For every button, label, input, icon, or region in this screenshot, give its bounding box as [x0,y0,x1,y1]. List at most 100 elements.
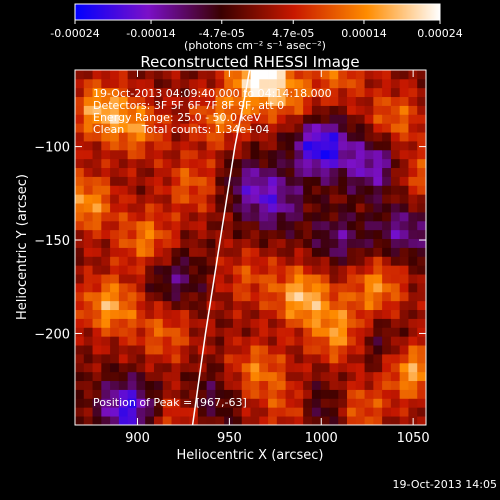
heatmap-cell [75,70,85,80]
heatmap-cell [145,149,155,160]
heatmap-cell [136,389,146,399]
heatmap-cell [347,345,357,355]
heatmap-cell [250,114,260,124]
heatmap-cell [206,220,216,231]
heatmap-cell [408,380,418,390]
heatmap-cell [92,123,102,133]
heatmap-cell [189,309,199,319]
heatmap-cell [162,291,172,302]
heatmap-cell [373,141,383,151]
heatmap-cell [382,283,392,293]
heatmap-cell [101,132,111,142]
heatmap-cell [399,407,409,417]
heatmap-cell [390,185,401,195]
heatmap-cell [136,105,146,115]
heatmap-cell [189,141,199,151]
heatmap-cell [110,176,120,186]
heatmap-cell [285,167,295,177]
heatmap-cell [390,114,401,124]
heatmap-cell [390,274,401,284]
heatmap-cell [145,212,155,222]
heatmap-cell [118,371,129,382]
heatmap-cell [382,416,392,425]
heatmap-cell [145,229,155,240]
heatmap-cell [145,87,155,98]
heatmap-cell [364,371,374,382]
heatmap-cell [101,70,111,80]
heatmap-cell [241,158,251,169]
heatmap-cell [118,389,129,399]
x-axis-label: Heliocentric X (arcsec) [177,448,324,463]
heatmap-cell [285,229,295,240]
heatmap-cell [197,176,208,186]
heatmap-cell [347,114,357,124]
heatmap-cell [224,362,234,373]
heatmap-cell [101,309,111,319]
heatmap-cell [118,291,129,302]
heatmap-cell [171,283,181,293]
heatmap-cell [294,247,304,257]
heatmap-cell [276,105,286,115]
heatmap-cell [162,380,172,390]
heatmap-cell [250,247,260,257]
heatmap-cell [75,389,85,399]
heatmap-cell [153,167,164,177]
plot-annotations: 19-Oct-2013 04:09:40.000 to 04:14:18.000… [93,87,332,409]
heatmap-cell [92,229,102,240]
heatmap-cell [250,380,260,390]
heatmap-cell [197,229,208,240]
heatmap-cell [75,212,85,222]
heatmap-cell [399,203,409,213]
heatmap-cell [276,407,286,417]
heatmap-cell [224,407,234,417]
heatmap-cell [390,336,401,346]
colorbar-tick-label: 0.00014 [341,27,387,40]
heatmap-cell [320,70,330,80]
heatmap-cell [127,380,137,390]
heatmap-cell [417,167,426,177]
heatmap-cell [259,87,269,98]
heatmap-cell [320,194,330,204]
heatmap-cell [338,398,348,408]
heatmap-cell [408,265,418,275]
heatmap-cell [215,158,225,169]
heatmap-cell [224,212,234,222]
heatmap-cell [399,300,409,311]
heatmap-cell [399,96,409,106]
heatmap-cell [241,238,251,248]
heatmap-cell [171,247,181,257]
heatmap-cell [153,274,164,284]
heatmap-cell [285,87,295,98]
heatmap-cell [224,158,234,169]
heatmap-cell [215,212,225,222]
heatmap-cell [206,114,216,124]
heatmap-cell [250,123,260,133]
heatmap-cell [83,70,93,80]
heatmap-cell [101,407,111,417]
heatmap-cell [250,256,260,266]
heatmap-cell [285,327,295,337]
heatmap-cell [338,416,348,425]
heatmap-cell [92,220,102,231]
heatmap-cell [162,283,172,293]
heatmap-cell [197,194,208,204]
heatmap-cell [83,105,93,115]
heatmap-cell [355,185,365,195]
heatmap-cell [364,274,374,284]
heatmap-cell [276,291,286,302]
heatmap-cell [241,114,251,124]
heatmap-cell [338,247,348,257]
heatmap-cell [180,300,190,311]
heatmap-cell [101,176,111,186]
heatmap-cell [417,354,426,364]
heatmap-cell [180,70,190,80]
heatmap-cell [127,327,137,337]
heatmap-cell [347,238,357,248]
heatmap-cell [215,345,225,355]
heatmap-cell [303,149,313,160]
heatmap-cell [338,132,348,142]
heatmap-cell [215,78,225,89]
heatmap-cell [259,380,269,390]
heatmap-cell [189,300,199,311]
heatmap-cell [355,220,365,231]
